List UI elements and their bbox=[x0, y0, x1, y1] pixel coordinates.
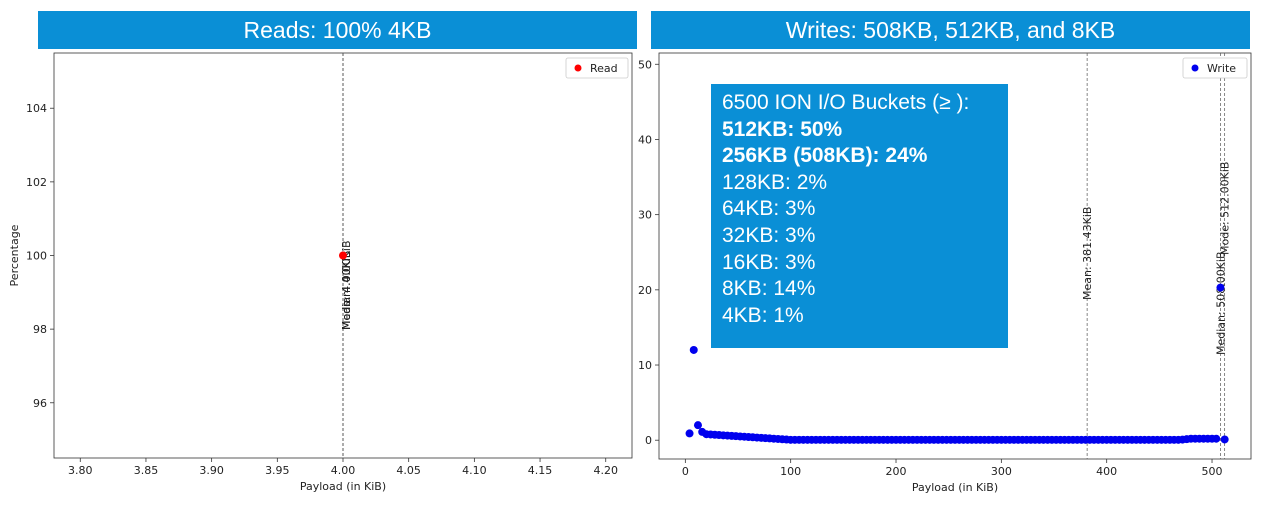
bucket-line: 6500 ION I/O Buckets (≥ ): bbox=[722, 91, 970, 114]
legend-box bbox=[565, 57, 629, 79]
x-tick-label: 100 bbox=[780, 465, 801, 478]
y-axis-label: Percentage bbox=[8, 224, 21, 286]
bucket-line: 512KB: 50% bbox=[722, 117, 843, 141]
x-tick-label: 400 bbox=[1096, 465, 1117, 478]
reference-line-label: Mean: 4.00KiB bbox=[340, 251, 353, 330]
x-axis-label: Payload (in KiB) bbox=[300, 480, 386, 493]
data-point-write bbox=[685, 429, 694, 438]
y-tick-label: 40 bbox=[638, 133, 652, 146]
y-tick-label: 96 bbox=[33, 397, 47, 410]
bucket-line: 4KB: 1% bbox=[722, 303, 804, 327]
legend-marker bbox=[1191, 64, 1199, 72]
y-tick-label: 100 bbox=[26, 250, 47, 263]
reference-line-label: Median: 508.00KiB bbox=[1214, 251, 1227, 355]
y-tick-label: 0 bbox=[645, 434, 652, 447]
data-point-write bbox=[693, 421, 702, 430]
data-point-write bbox=[1220, 435, 1229, 444]
legend-marker bbox=[574, 64, 582, 72]
legend-label: Read bbox=[590, 62, 618, 75]
x-tick-label: 4.05 bbox=[396, 464, 421, 477]
y-tick-label: 20 bbox=[638, 284, 652, 297]
data-point-write bbox=[689, 345, 698, 354]
x-tick-label: 4.20 bbox=[593, 464, 618, 477]
reference-line-label: Mode: 512.00KiB bbox=[1219, 162, 1232, 255]
data-point-write bbox=[1216, 283, 1225, 292]
x-tick-label: 3.80 bbox=[68, 464, 93, 477]
x-tick-label: 500 bbox=[1202, 465, 1223, 478]
x-tick-label: 200 bbox=[886, 465, 907, 478]
x-axis-label: Payload (in KiB) bbox=[912, 481, 998, 494]
legend-box bbox=[1182, 57, 1248, 79]
bucket-line: 16KB: 3% bbox=[722, 250, 816, 274]
writes-banner: Writes: 508KB, 512KB, and 8KB bbox=[651, 11, 1250, 49]
data-point-write bbox=[1212, 434, 1221, 443]
y-tick-label: 50 bbox=[638, 58, 652, 71]
reference-line-label: Median: 4.00KiB bbox=[340, 240, 353, 330]
y-tick-label: 104 bbox=[26, 102, 47, 115]
plot-frame bbox=[658, 52, 1252, 460]
chart-reads: 3.80 3.85 3.90 3.95 4.00 4.05 4.10 4.15 4.20 96 98… bbox=[8, 52, 633, 493]
x-tick-label: 4.15 bbox=[528, 464, 553, 477]
y-tick-label: 10 bbox=[638, 359, 652, 372]
y-tick-label: 102 bbox=[26, 176, 47, 189]
x-tick-label: 300 bbox=[991, 465, 1012, 478]
x-tick-label: 3.85 bbox=[134, 464, 159, 477]
legend-label: Write bbox=[1207, 62, 1236, 75]
reads-banner: Reads: 100% 4KB bbox=[38, 11, 637, 49]
chart-writes: 0 100 200 300 400 500 0 10 20 30 40 50 Payload (in K… bbox=[638, 52, 1252, 494]
bucket-line: 8KB: 14% bbox=[722, 277, 816, 301]
bucket-line: 64KB: 3% bbox=[722, 197, 816, 221]
x-tick-label: 0 bbox=[682, 465, 689, 478]
x-tick-label: 3.95 bbox=[265, 464, 290, 477]
bucket-line: 32KB: 3% bbox=[722, 223, 816, 247]
y-tick-label: 30 bbox=[638, 209, 652, 222]
x-tick-label: 4.00 bbox=[331, 464, 356, 477]
reference-line-label: Mean: 381.43KiB bbox=[1081, 207, 1094, 300]
bucket-line: 256KB (508KB): 24% bbox=[722, 144, 928, 168]
bucket-line: 128KB: 2% bbox=[722, 170, 828, 194]
y-tick-label: 98 bbox=[33, 323, 47, 336]
data-point-read bbox=[339, 251, 347, 260]
x-tick-label: 4.10 bbox=[462, 464, 487, 477]
reference-line-label: Mode: 4.00KiB bbox=[340, 251, 353, 330]
io-buckets-box: 6500 ION I/O Buckets (≥ ): 512KB: 50% 256K… bbox=[711, 84, 1008, 348]
x-tick-label: 3.90 bbox=[199, 464, 224, 477]
